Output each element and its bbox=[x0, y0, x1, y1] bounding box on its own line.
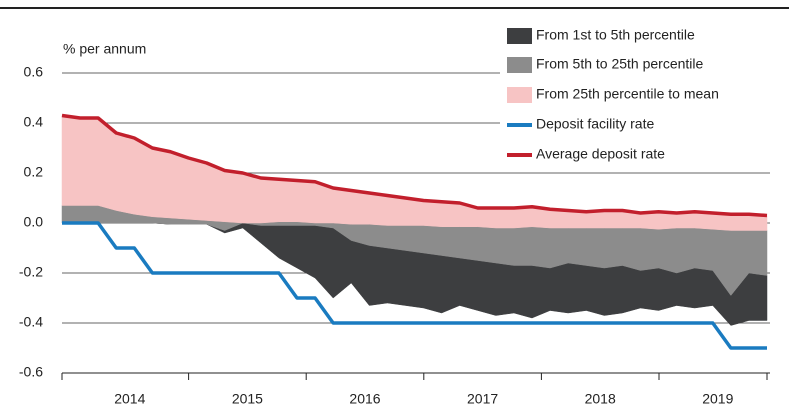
y-axis-label: % per annum bbox=[63, 41, 146, 57]
y-tick-label: 0.4 bbox=[24, 114, 44, 130]
y-tick-label: 0.6 bbox=[24, 64, 44, 80]
legend-background bbox=[500, 20, 785, 170]
x-tick-label: 2014 bbox=[114, 391, 145, 407]
y-tick-label: -0.2 bbox=[19, 264, 43, 280]
series-line bbox=[61, 113, 768, 218]
x-tick-label: 2017 bbox=[467, 391, 498, 407]
x-tick-label: 2015 bbox=[232, 391, 263, 407]
y-tick-label: -0.6 bbox=[19, 364, 43, 380]
y-tick-label: 0.0 bbox=[24, 214, 44, 230]
y-tick-label: 0.2 bbox=[24, 164, 44, 180]
legend-label: Deposit facility rate bbox=[536, 116, 654, 132]
series-line bbox=[62, 221, 767, 350]
legend-label: From 25th percentile to mean bbox=[536, 86, 719, 102]
legend-label: From 1st to 5th percentile bbox=[536, 27, 695, 43]
x-tick-label: 2019 bbox=[702, 391, 733, 407]
legend-swatch bbox=[507, 87, 532, 103]
legend-swatch bbox=[507, 57, 532, 73]
y-tick-label: -0.4 bbox=[19, 314, 43, 330]
legend-swatch bbox=[507, 28, 532, 44]
x-tick-label: 2016 bbox=[349, 391, 380, 407]
x-tick-label: 2018 bbox=[585, 391, 616, 407]
legend-label: Average deposit rate bbox=[536, 146, 665, 162]
legend-label: From 5th to 25th percentile bbox=[536, 56, 704, 72]
